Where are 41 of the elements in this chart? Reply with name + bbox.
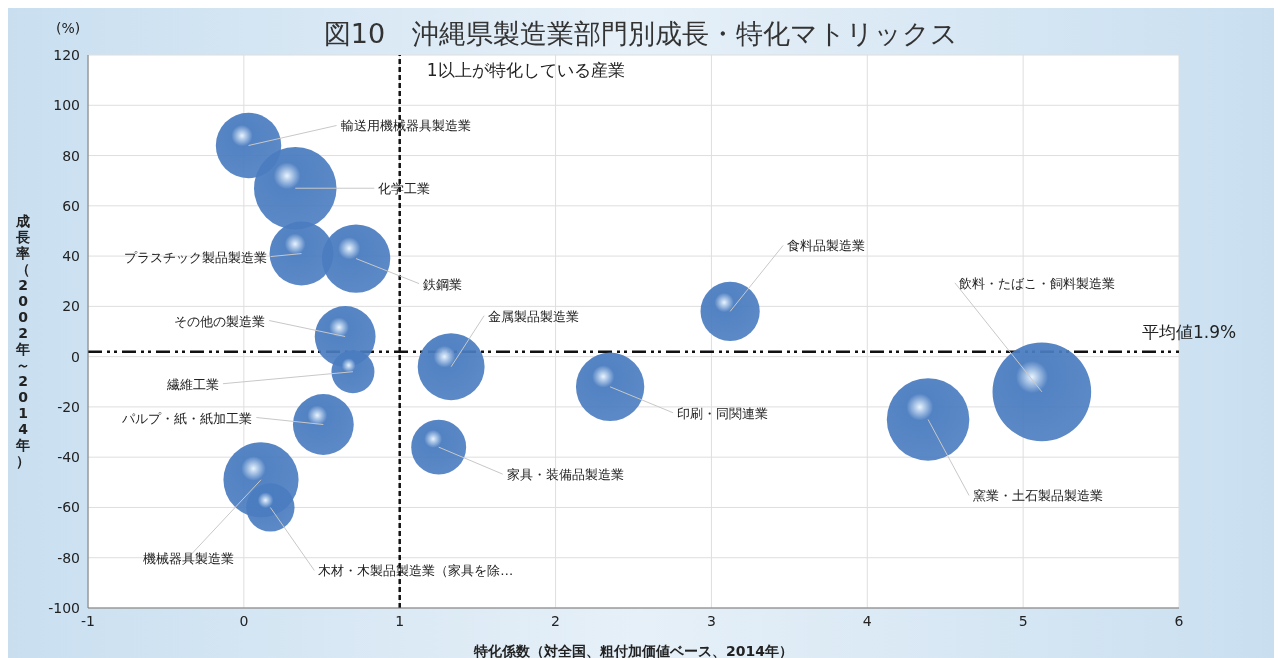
chart-title: 図10 沖縄県製造業部門別成長・特化マトリックス xyxy=(323,18,959,49)
text: 輸送用機械器具製造業 xyxy=(340,118,471,134)
y-tick-label: 100 xyxy=(53,97,80,114)
y-tick-label: -60 xyxy=(57,499,80,516)
x-tick-label: 1 xyxy=(395,612,405,629)
y-tick-label: -40 xyxy=(57,449,80,466)
y-tick-label: 60 xyxy=(62,197,80,214)
text: 繊維工業 xyxy=(165,376,219,392)
text: (%) xyxy=(56,20,81,36)
series-label: 金属製品製造業 xyxy=(488,308,580,324)
text: 家具・装備品製造業 xyxy=(506,467,624,483)
text: 成長率（2002年～2014年） xyxy=(16,213,30,469)
y-tick-label: 20 xyxy=(62,298,80,315)
x-tick-label: 3 xyxy=(706,612,716,629)
x-tick-label: 4 xyxy=(862,612,872,629)
text: 印刷・同関連業 xyxy=(677,405,769,421)
x-tick-label: -1 xyxy=(81,612,95,629)
x-tick-label: 0 xyxy=(239,612,249,629)
text: 鉄鋼業 xyxy=(423,276,463,292)
x-tick-label: 5 xyxy=(1018,612,1028,629)
y-tick-label: -100 xyxy=(48,599,80,616)
legend-label: プラスチック製品製造業 xyxy=(123,249,267,265)
y-tick-label: -80 xyxy=(57,549,80,566)
text: 飲料・たばこ・飼料製造業 xyxy=(958,275,1115,291)
y-tick-label: -20 xyxy=(57,398,80,415)
y-tick-label: 80 xyxy=(62,147,80,164)
ref-line-label: 平均値1.9% xyxy=(1142,321,1237,342)
text: 化学工業 xyxy=(378,181,431,197)
ref-line-label: 1以上が特化している産業 xyxy=(426,60,625,81)
x-tick-label: 2 xyxy=(551,612,561,629)
y-tick-label: 120 xyxy=(53,46,80,63)
text: 食料品製造業 xyxy=(787,238,866,254)
text: その他の製造業 xyxy=(174,313,266,329)
x-axis-title: 特化係数（対全国、粗付加価値ベース、2014年） xyxy=(473,643,793,658)
x-tick-label: 6 xyxy=(1174,612,1184,629)
text: パルプ・紙・紙加工業 xyxy=(121,410,253,426)
y-tick-label: 0 xyxy=(71,348,80,365)
text: 木材・木製品製造業（家具を除… xyxy=(318,563,514,579)
text: 機械器具製造業 xyxy=(142,550,234,566)
text: 窯業・土石製品製造業 xyxy=(973,488,1104,504)
y-tick-label: 40 xyxy=(62,248,80,265)
